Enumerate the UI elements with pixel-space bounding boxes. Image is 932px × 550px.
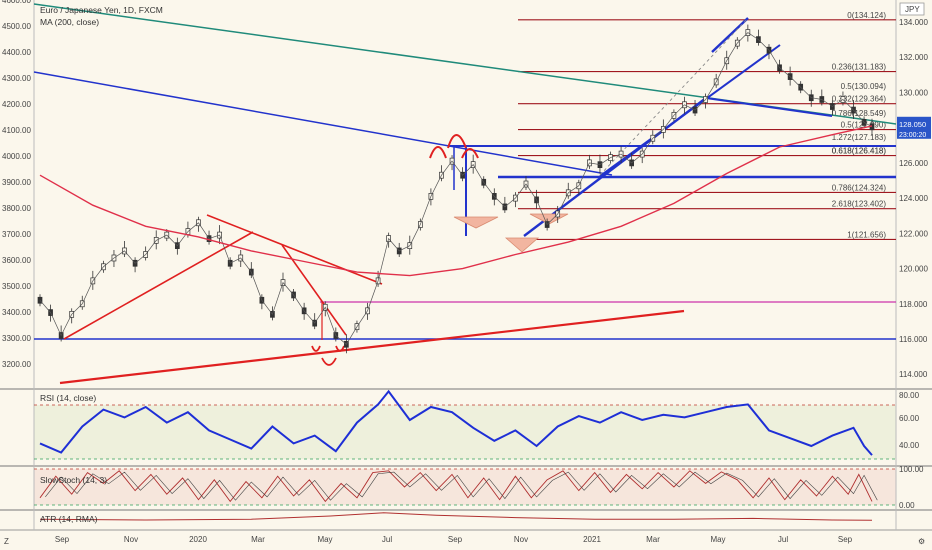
pattern-triangle[interactable]	[504, 237, 540, 253]
bottom-arc[interactable]	[335, 345, 345, 352]
left-tick-label: 4000.00	[2, 152, 31, 161]
price-tick-label: 130.000	[899, 88, 928, 97]
bottom-arc[interactable]	[321, 357, 337, 366]
price-tick-label: 124.000	[899, 194, 928, 203]
atr-line	[39, 512, 873, 521]
rsi-tick: 80.00	[899, 391, 920, 400]
stoch-tick: 100.00	[899, 465, 924, 474]
time-tick-label: Jul	[382, 535, 392, 544]
time-tick-label: Sep	[838, 535, 853, 544]
ma-200-line	[39, 125, 873, 277]
stoch-d-line	[45, 471, 878, 501]
fib-level-label: 1(121.656)	[847, 230, 886, 239]
time-tick-label: Nov	[124, 535, 138, 544]
price-tick-label: 116.000	[899, 335, 928, 344]
fib-level-label: 2.618(123.402)	[832, 200, 887, 209]
stoch-band	[34, 469, 896, 505]
time-tick-label: Mar	[646, 535, 660, 544]
fib-extension-label: 0.786(128.549)	[832, 109, 887, 118]
time-tick-label: Mar	[251, 535, 265, 544]
left-tick-label: 3200.00	[2, 360, 31, 369]
left-tick-label: 3900.00	[2, 178, 31, 187]
left-tick-label: 4200.00	[2, 100, 31, 109]
left-tick-label: 4600.00	[2, 0, 31, 5]
stoch-title: SlowStoch (14, 3)	[40, 475, 107, 485]
price-series	[37, 24, 875, 354]
rsi-tick: 60.00	[899, 414, 920, 423]
left-tick-label: 4300.00	[2, 74, 31, 83]
price-tick-label: 118.000	[899, 300, 928, 309]
price-tag	[897, 116, 931, 139]
fib-level-label: 0.236(131.183)	[832, 63, 887, 72]
left-tick-label: 3500.00	[2, 282, 31, 291]
rsi-title: RSI (14, close)	[40, 393, 96, 403]
timezone-icon[interactable]: Z	[4, 537, 9, 546]
blue-uptrend[interactable]	[599, 44, 781, 177]
time-tick-label: 2021	[583, 535, 601, 544]
price-tick-label: 132.000	[899, 53, 928, 62]
price-line	[39, 32, 873, 345]
blue-channel[interactable]	[711, 17, 749, 53]
currency-label: JPY	[905, 5, 920, 14]
left-tick-label: 3600.00	[2, 256, 31, 265]
price-tick-label: 122.000	[899, 229, 928, 238]
blue-trendline[interactable]	[33, 71, 613, 176]
currency-box[interactable]	[899, 2, 925, 16]
price-tick-label: 134.000	[899, 18, 928, 27]
time-tick-label: May	[317, 535, 332, 544]
stoch-tick: 0.00	[899, 501, 915, 510]
blue-channel[interactable]	[705, 97, 833, 117]
time-tick-label: Nov	[514, 535, 528, 544]
time-tick-label: Sep	[448, 535, 463, 544]
left-tick-label: 3300.00	[2, 334, 31, 343]
left-tick-label: 4100.00	[2, 126, 31, 135]
countdown-label: 23:00:20	[899, 132, 926, 139]
pattern-triangle[interactable]	[453, 216, 499, 229]
time-tick-label: Sep	[55, 535, 70, 544]
red-trendline[interactable]	[281, 244, 347, 336]
fib-level-label: 0.786(124.324)	[832, 183, 887, 192]
fib-extension-label: 0.618(126.418)	[832, 147, 887, 156]
left-tick-label: 3800.00	[2, 204, 31, 213]
red-trendline[interactable]	[63, 231, 254, 340]
price-tick-label: 126.000	[899, 159, 928, 168]
left-tick-label: 4500.00	[2, 22, 31, 31]
time-tick-label: Jul	[778, 535, 788, 544]
fib-level-label: 0(134.124)	[847, 11, 886, 20]
settings-icon[interactable]: ⚙	[918, 537, 925, 546]
left-tick-label: 4400.00	[2, 48, 31, 57]
ma-legend: MA (200, close)	[40, 17, 99, 27]
candle-body	[37, 296, 43, 304]
close-price-label: 128.050	[899, 120, 926, 129]
indicator-series	[39, 389, 878, 521]
time-tick-label: 2020	[189, 535, 207, 544]
fib-level-label: 0.618(126.418)	[832, 147, 887, 156]
price-tick-label: 114.000	[899, 370, 928, 379]
chart-title: Euro / Japanese Yen, 1D, FXCM	[40, 5, 163, 15]
shoulder-arc[interactable]	[429, 146, 447, 159]
fib-level-label: 0.382(129.364)	[832, 95, 887, 104]
left-tick-label: 3700.00	[2, 230, 31, 239]
left-tick-label: 3400.00	[2, 308, 31, 317]
stoch-k-line	[39, 470, 873, 503]
fib-levels[interactable]: 0(134.124) 0.236(131.183) 0.382(129.364) 0.…	[518, 11, 896, 240]
rsi-line	[39, 389, 873, 456]
fib-extension-label: 1.272(127.183)	[832, 133, 887, 142]
rsi-tick: 40.00	[899, 441, 920, 450]
atr-title: ATR (14, RMA)	[40, 514, 98, 524]
fib-extension-label: 0.5(130.094)	[841, 82, 887, 91]
trendline-drawings[interactable]	[33, 3, 897, 385]
head-arc[interactable]	[447, 134, 467, 149]
rsi-band	[34, 405, 896, 459]
shoulder-arc[interactable]	[461, 148, 479, 159]
red-rising-trendline[interactable]	[59, 309, 685, 385]
bottom-arc[interactable]	[311, 345, 321, 352]
price-tick-label: 120.000	[899, 265, 928, 274]
red-trendline[interactable]	[206, 214, 383, 285]
time-tick-label: May	[710, 535, 725, 544]
